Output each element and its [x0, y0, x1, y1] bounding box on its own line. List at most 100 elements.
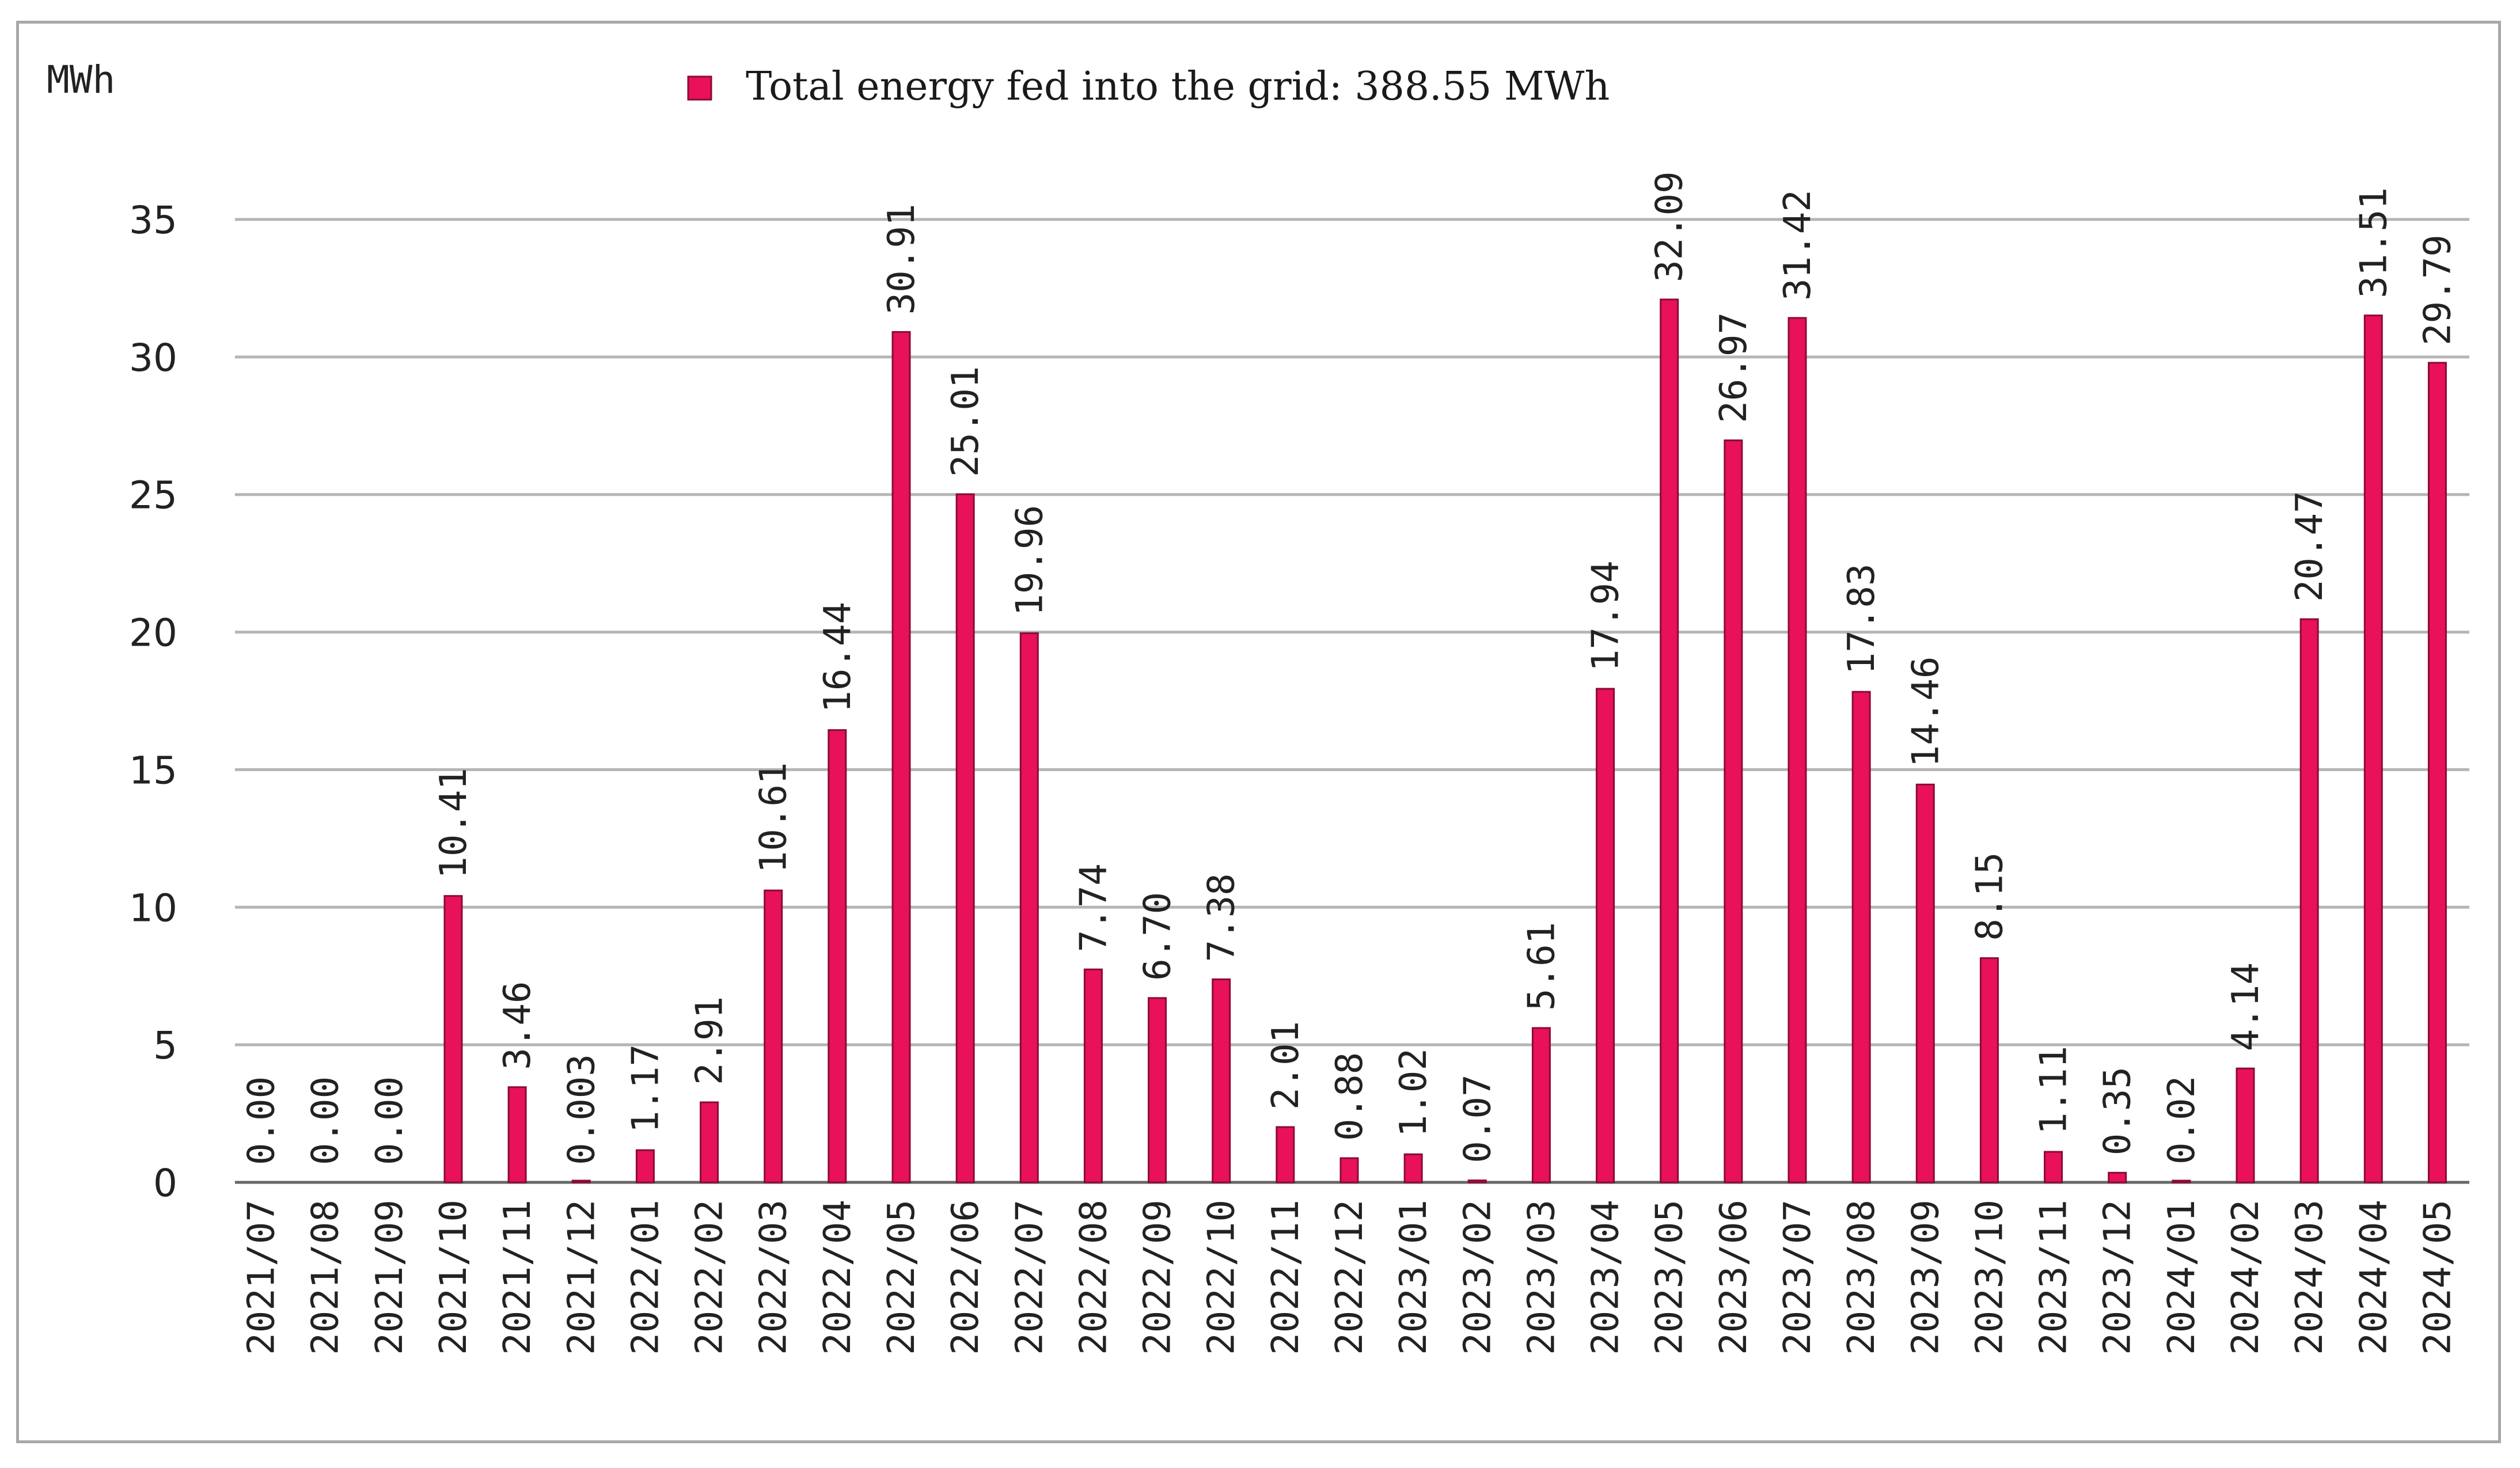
bar-2022/09[interactable]	[1148, 997, 1167, 1183]
value-label: 6.70	[1137, 892, 1179, 981]
bar-2022/12[interactable]	[1339, 1157, 1359, 1183]
value-label: 5.61	[1520, 922, 1563, 1011]
bar-2024/02[interactable]	[2236, 1067, 2255, 1183]
x-tick-label: 2021/11	[496, 1200, 539, 1355]
x-tick-label: 2021/08	[305, 1200, 347, 1355]
x-tick-label: 2022/11	[1265, 1200, 1307, 1355]
bar-2022/06[interactable]	[955, 493, 975, 1183]
x-tick-label: 2023/05	[1649, 1200, 1691, 1355]
value-label: 14.46	[1904, 657, 1947, 768]
value-label: 10.61	[753, 762, 795, 873]
gridlines	[235, 218, 2469, 1184]
value-label: 10.41	[432, 768, 475, 879]
bar-2023/12[interactable]	[2108, 1171, 2127, 1183]
x-tick-label: 2023/02	[1456, 1200, 1499, 1355]
x-tick-label: 2022/08	[1072, 1200, 1115, 1355]
value-label: 32.09	[1649, 171, 1691, 282]
bar-2023/10[interactable]	[1979, 957, 1999, 1183]
bar-2022/03[interactable]	[764, 889, 783, 1183]
y-tick-label: 30	[129, 336, 177, 380]
bar-2022/04[interactable]	[828, 729, 847, 1183]
bar-2023/04[interactable]	[1596, 688, 1615, 1183]
value-label: 0.02	[2161, 1076, 2203, 1164]
value-label: 0.35	[2097, 1067, 2139, 1155]
value-label: 2.01	[1265, 1021, 1307, 1110]
value-label: 0.003	[560, 1054, 603, 1165]
bar-2024/04[interactable]	[2363, 314, 2383, 1183]
bar-2022/11[interactable]	[1276, 1126, 1295, 1183]
y-tick-label: 10	[129, 886, 177, 930]
value-label: 0.00	[241, 1076, 283, 1165]
x-tick-label: 2023/12	[2097, 1200, 2139, 1355]
x-tick-label: 2022/03	[753, 1200, 795, 1355]
x-tick-label: 2023/03	[1520, 1200, 1563, 1355]
value-label: 7.74	[1072, 863, 1115, 952]
legend-label: Total energy fed into the grid: 388.55 M…	[746, 64, 1610, 109]
value-label: 0.07	[1456, 1075, 1499, 1163]
bar-2022/05[interactable]	[891, 331, 911, 1183]
x-tick-label: 2022/01	[624, 1200, 667, 1355]
x-tick-label: 2021/10	[432, 1200, 475, 1355]
bar-2023/03[interactable]	[1531, 1027, 1551, 1183]
value-label: 16.44	[817, 602, 859, 713]
bar-2022/08[interactable]	[1083, 968, 1103, 1183]
x-tick-label: 2023/01	[1392, 1200, 1435, 1355]
value-label: 17.94	[1585, 560, 1627, 672]
bar-2022/02[interactable]	[700, 1101, 719, 1183]
bar-2022/07[interactable]	[1019, 632, 1039, 1183]
bar-2021/12[interactable]	[571, 1179, 591, 1183]
x-tick-label: 2022/06	[944, 1200, 987, 1355]
x-tick-label: 2024/03	[2289, 1200, 2331, 1355]
bar-2021/11[interactable]	[507, 1086, 527, 1183]
bar-2021/10[interactable]	[443, 895, 463, 1183]
x-tick-label: 2022/12	[1329, 1200, 1371, 1355]
x-tick-label: 2023/04	[1585, 1200, 1627, 1355]
bar-2024/01[interactable]	[2172, 1179, 2191, 1183]
bar-2023/11[interactable]	[2044, 1151, 2063, 1183]
x-tick-label: 2021/09	[369, 1200, 411, 1355]
x-tick-label: 2023/09	[1904, 1200, 1947, 1355]
x-tick-label: 2024/01	[2161, 1200, 2203, 1355]
x-tick-label: 2024/04	[2352, 1200, 2395, 1355]
x-tick-label: 2022/02	[689, 1200, 731, 1355]
x-tick-labels: 2021/07 2021/08 2021/09 2021/10 2021/11 2021/…	[241, 1200, 2460, 1355]
bar-2023/06[interactable]	[1724, 439, 1743, 1183]
bar-2023/07[interactable]	[1787, 317, 1807, 1183]
value-label: 31.42	[1777, 189, 1819, 301]
value-label: 20.47	[2289, 491, 2331, 602]
y-tick-label: 20	[129, 611, 177, 655]
y-tick-label: 35	[129, 198, 177, 242]
value-label: 26.97	[1713, 312, 1755, 423]
bar-2023/01[interactable]	[1403, 1153, 1423, 1183]
x-tick-label: 2024/02	[2225, 1200, 2267, 1355]
bar-2024/05[interactable]	[2427, 362, 2447, 1183]
y-tick-labels: 0 5 10 15 20 25 30 35	[129, 198, 177, 1205]
value-label: 0.88	[1329, 1052, 1371, 1141]
bar-2022/01[interactable]	[635, 1149, 655, 1183]
value-label: 30.91	[881, 204, 923, 315]
bar-2023/08[interactable]	[1851, 691, 1871, 1183]
x-tick-label: 2022/09	[1137, 1200, 1179, 1355]
value-label: 31.51	[2352, 187, 2395, 298]
legend[interactable]: Total energy fed into the grid: 388.55 M…	[687, 64, 1610, 109]
bar-2023/05[interactable]	[1660, 298, 1679, 1183]
value-labels: 0.00 0.00 0.00 10.41 3.46 0.003 1.17 2.91 10.61 1…	[241, 171, 2460, 1165]
y-tick-label: 25	[129, 473, 177, 518]
bar-2024/03[interactable]	[2299, 618, 2319, 1183]
bar-2023/09[interactable]	[1915, 783, 1935, 1183]
value-label: 19.96	[1008, 505, 1051, 616]
chart-frame: 0 5 10 15 20 25 30 35 0.00 0.00 0.00 10.41 3.46 0.00…	[16, 21, 2501, 1443]
legend-swatch	[687, 75, 712, 101]
value-label: 8.15	[1968, 852, 2011, 941]
x-tick-label: 2022/10	[1201, 1200, 1243, 1355]
x-tick-label: 2023/11	[2033, 1200, 2075, 1355]
x-tick-label: 2023/10	[1968, 1200, 2011, 1355]
value-label: 17.83	[1840, 564, 1883, 675]
bar-2022/10[interactable]	[1212, 978, 1231, 1183]
value-label: 0.00	[305, 1076, 347, 1165]
value-label: 29.79	[2416, 234, 2459, 346]
x-tick-label: 2024/05	[2416, 1200, 2459, 1355]
x-tick-label: 2021/12	[560, 1200, 603, 1355]
bar-2023/02[interactable]	[1467, 1179, 1487, 1183]
x-tick-label: 2023/07	[1777, 1200, 1819, 1355]
